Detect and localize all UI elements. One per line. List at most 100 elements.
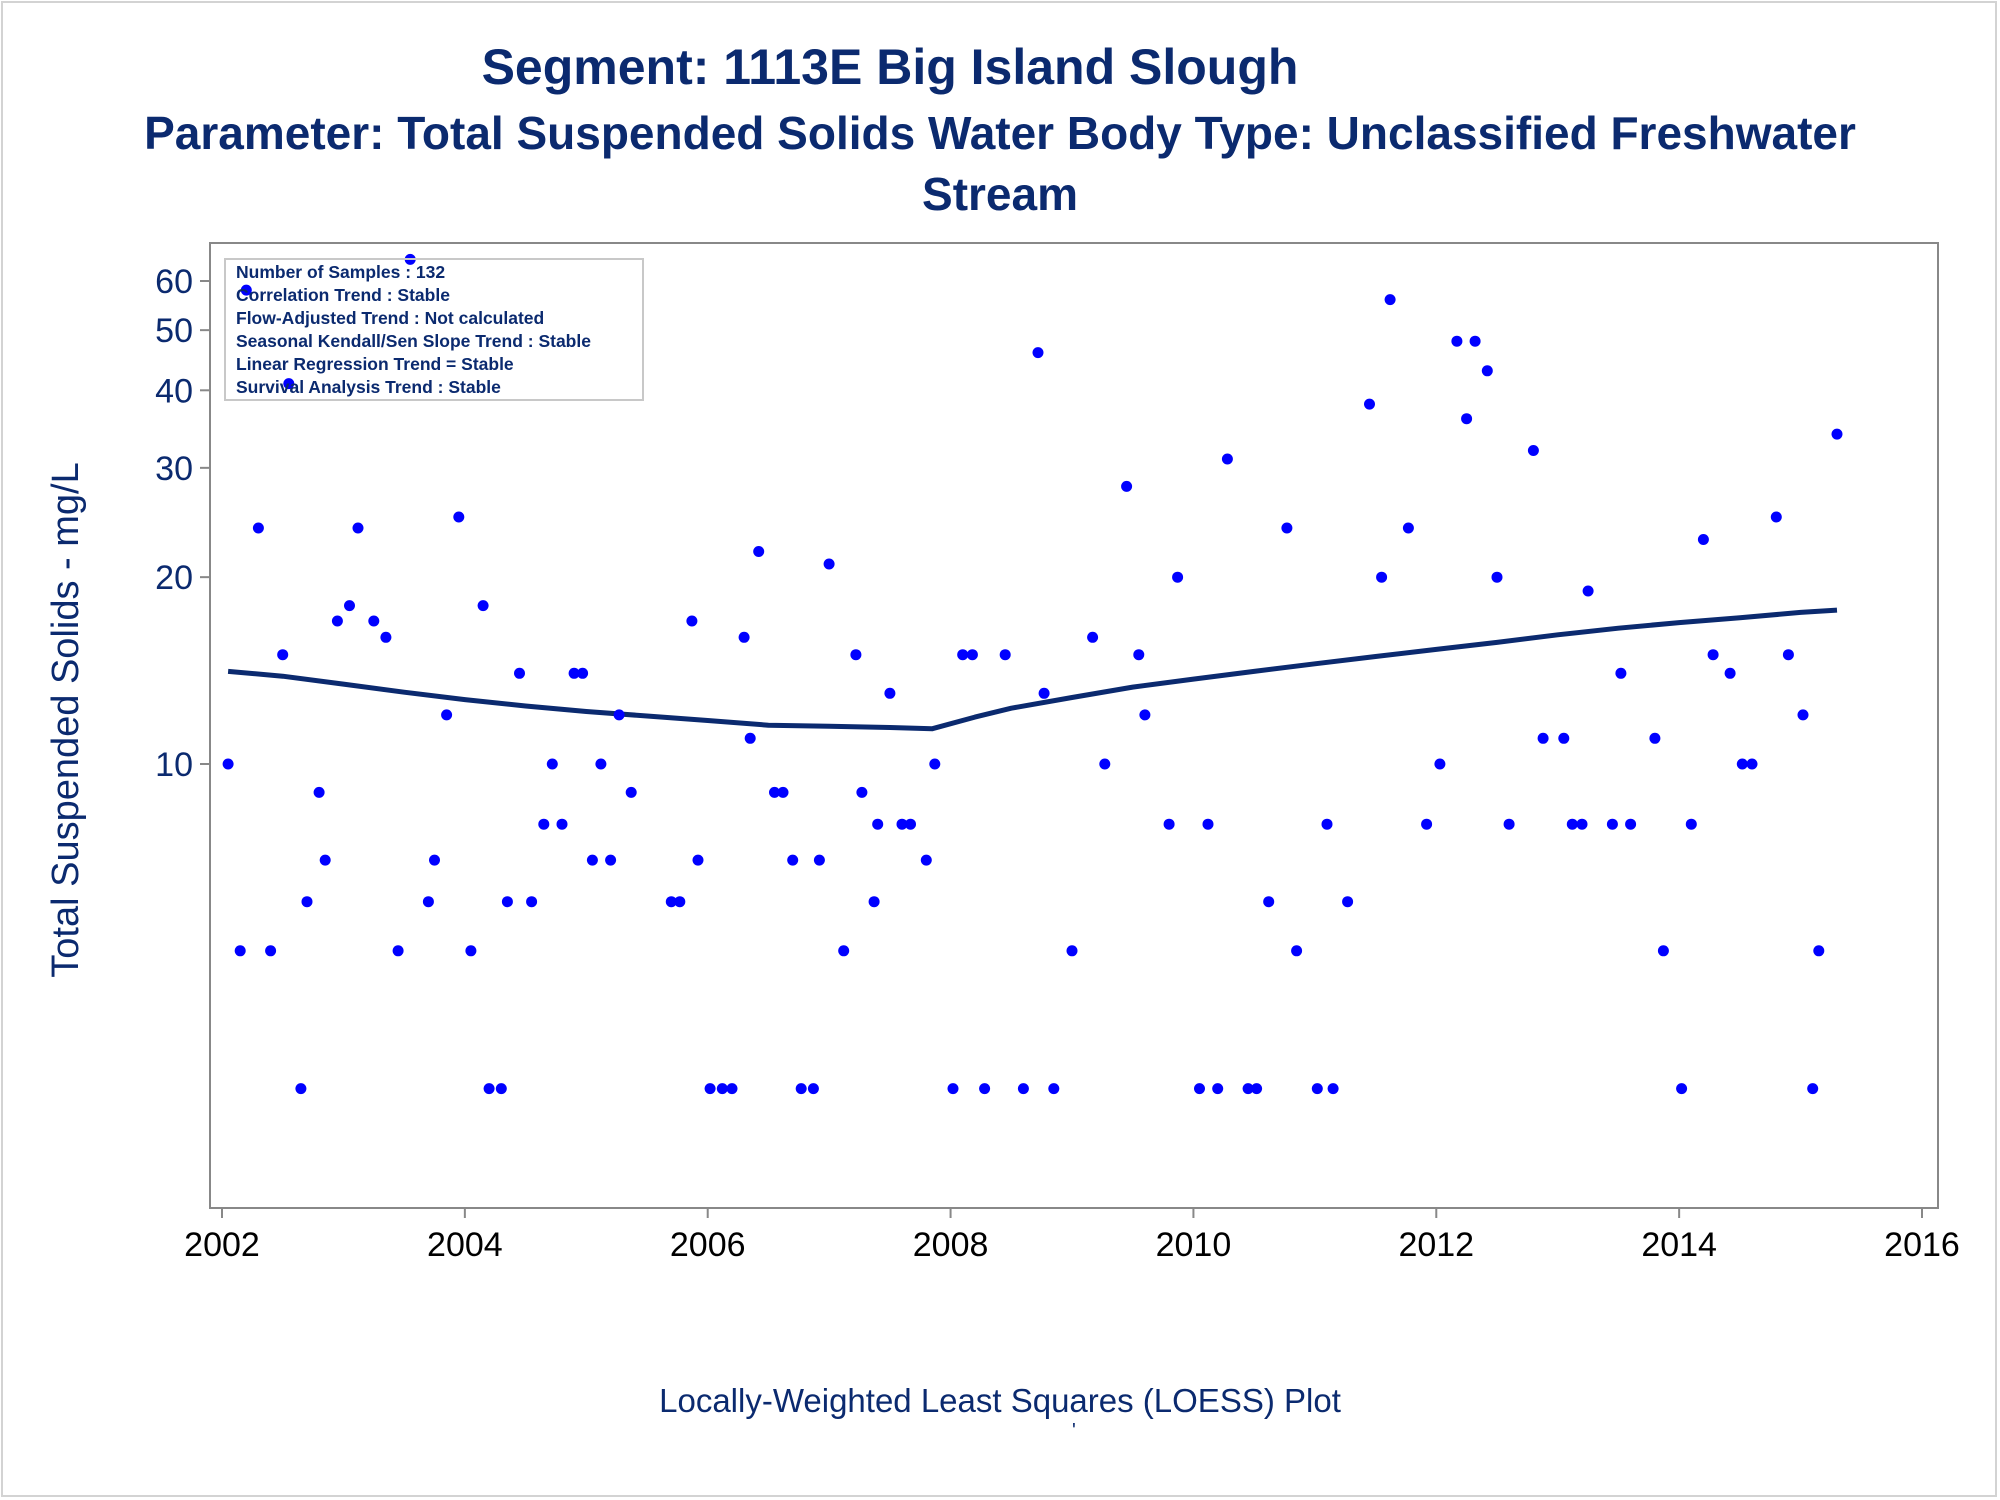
data-point [716,1083,728,1095]
data-point [872,818,884,830]
data-point [1038,687,1050,699]
stats-box-line: Survival Analysis Trend : Stable [236,377,501,397]
data-point [1321,818,1333,830]
data-point [1291,945,1303,957]
data-point [595,758,607,770]
y-tick-label: 10 [155,746,193,784]
plot-area-border [209,242,1939,1209]
data-point [1251,1083,1263,1095]
data-point [1242,1083,1254,1095]
data-point [319,854,331,866]
data-point [1807,1083,1819,1095]
data-point [1032,347,1044,359]
data-point [613,709,625,721]
data-point [1172,571,1184,583]
data-point [753,546,765,557]
data-point [1615,667,1627,679]
data-point [1099,758,1111,770]
data-point [483,1083,495,1095]
y-tick-label: 30 [155,450,193,488]
data-point [1048,1083,1060,1095]
data-point [1657,945,1669,957]
data-point [586,854,598,866]
y-tick-label: 60 [155,263,193,301]
stats-box-line: Correlation Trend : Stable [236,285,450,305]
data-point [1194,1083,1205,1095]
data-point [1311,1083,1323,1095]
data-point [1503,818,1515,830]
data-point [1831,428,1843,440]
data-point [1281,522,1293,534]
data-point [1402,522,1414,534]
data-point [283,378,295,390]
data-point [1121,480,1133,492]
data-point [1451,335,1463,347]
data-point [1434,758,1446,770]
data-point [1746,758,1758,770]
data-point [1625,818,1637,830]
data-point [277,649,289,661]
data-point [368,615,380,627]
data-point [1221,453,1233,465]
data-point [1469,335,1481,347]
data-point [1017,1083,1029,1095]
chart-title: Segment: 1113E Big Island Slough [481,39,1299,95]
data-point [1212,1083,1224,1095]
data-point [1133,649,1145,661]
y-tick-label: 40 [155,372,193,410]
data-point [526,896,538,908]
data-point [1139,709,1151,721]
x-tick-label: 2004 [427,1226,503,1264]
data-point [380,631,392,643]
data-point [295,1083,307,1095]
data-point [465,945,477,957]
data-point [1461,413,1473,425]
data-point [868,896,880,908]
data-point [838,945,850,957]
data-point [1566,818,1578,830]
x-tick-label: 2016 [1884,1226,1960,1264]
data-point [514,667,525,679]
data-point [1797,709,1809,721]
data-point [1649,732,1661,744]
data-point [313,786,325,798]
data-point [1606,818,1618,830]
data-point [1327,1083,1339,1095]
data-point [1707,649,1719,661]
data-point [807,1083,819,1095]
data-point [1384,294,1396,306]
stats-box-line: Seasonal Kendall/Sen Slope Trend : Stabl… [236,331,591,351]
data-point [1770,511,1782,523]
data-point [744,732,756,744]
data-point [738,631,750,643]
data-point [1527,445,1539,456]
data-point [1087,631,1099,643]
data-point [453,511,465,523]
data-point [704,1083,716,1095]
data-point [605,854,617,866]
data-point [1736,758,1748,770]
data-point [1813,945,1825,957]
data-point [422,896,434,908]
data-point [823,558,835,570]
data-point [1685,818,1697,830]
data-point [1576,818,1588,830]
data-point [692,854,704,866]
data-point [568,667,580,679]
data-point [1697,534,1709,545]
stats-box-line: Linear Regression Trend = Stable [236,354,514,374]
data-point [896,818,908,830]
data-point [856,786,868,798]
data-point [1782,649,1794,661]
data-point [905,818,916,830]
data-point [999,649,1011,661]
data-point [477,600,489,612]
x-tick-label: 2008 [913,1226,989,1264]
data-point [1421,818,1433,830]
data-point [1202,818,1214,830]
data-point [787,854,799,866]
data-point [344,600,355,612]
data-point [1066,945,1078,957]
